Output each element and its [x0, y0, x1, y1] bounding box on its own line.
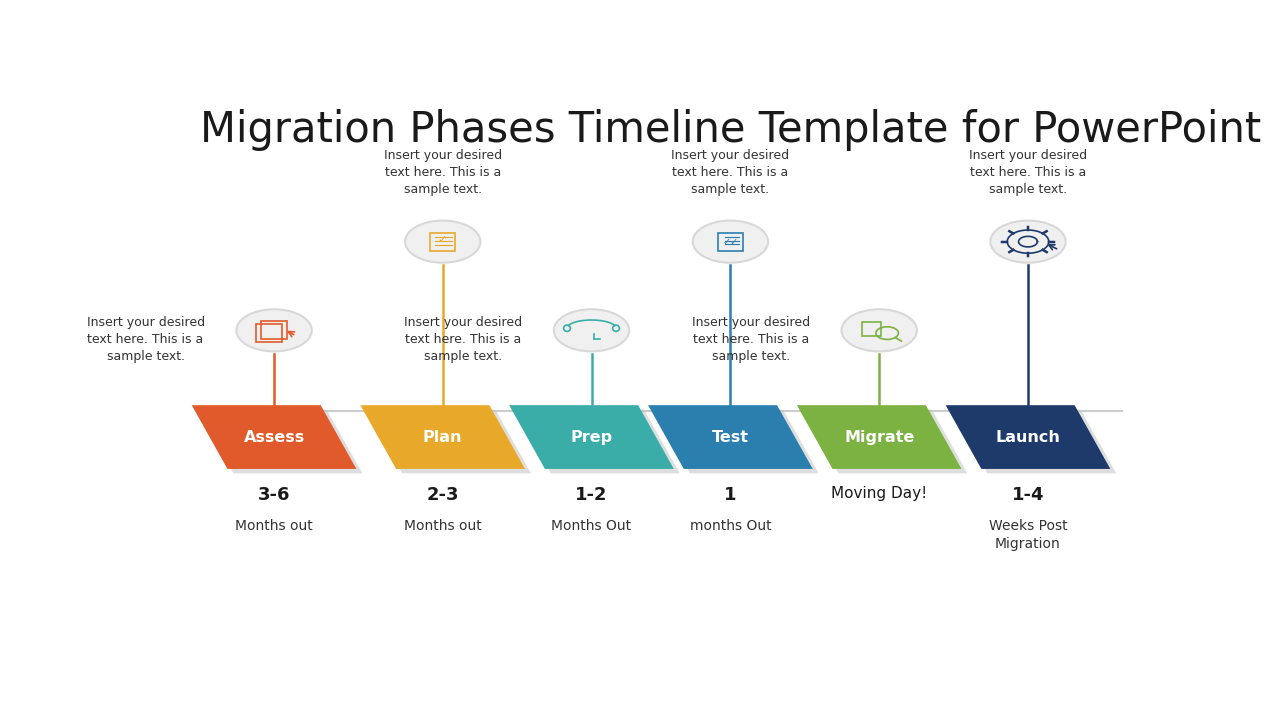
Polygon shape [654, 410, 819, 473]
Text: ✓: ✓ [438, 235, 447, 245]
Text: Months out: Months out [236, 519, 312, 533]
Circle shape [991, 220, 1066, 263]
Text: 1: 1 [724, 485, 737, 503]
Text: Insert your desired
text here. This is a
sample text.: Insert your desired text here. This is a… [87, 317, 205, 364]
Circle shape [841, 310, 916, 351]
Polygon shape [951, 410, 1116, 473]
Text: Weeks Post
Migration: Weeks Post Migration [988, 519, 1068, 552]
Text: ✓✓: ✓✓ [722, 237, 739, 247]
Polygon shape [197, 410, 362, 473]
Text: 3-6: 3-6 [257, 485, 291, 503]
Text: Months Out: Months Out [552, 519, 631, 533]
Polygon shape [946, 405, 1110, 469]
Text: Test: Test [712, 430, 749, 444]
Text: Months out: Months out [404, 519, 481, 533]
Polygon shape [361, 405, 525, 469]
Text: Prep: Prep [571, 430, 613, 444]
Text: Insert your desired
text here. This is a
sample text.: Insert your desired text here. This is a… [404, 317, 522, 364]
Circle shape [237, 310, 312, 351]
Polygon shape [797, 405, 961, 469]
Circle shape [692, 220, 768, 263]
Polygon shape [515, 410, 680, 473]
Text: Moving Day!: Moving Day! [831, 485, 927, 500]
Text: Insert your desired
text here. This is a
sample text.: Insert your desired text here. This is a… [384, 148, 502, 196]
Text: Assess: Assess [243, 430, 305, 444]
Polygon shape [803, 410, 968, 473]
Polygon shape [192, 405, 356, 469]
Text: Migrate: Migrate [844, 430, 914, 444]
Text: Insert your desired
text here. This is a
sample text.: Insert your desired text here. This is a… [969, 148, 1087, 196]
Text: Launch: Launch [996, 430, 1060, 444]
Text: Insert your desired
text here. This is a
sample text.: Insert your desired text here. This is a… [691, 317, 810, 364]
Circle shape [554, 310, 630, 351]
Text: 1-4: 1-4 [1011, 485, 1044, 503]
Polygon shape [509, 405, 673, 469]
Text: Plan: Plan [422, 430, 462, 444]
Polygon shape [366, 410, 531, 473]
Text: Migration Phases Timeline Template for PowerPoint: Migration Phases Timeline Template for P… [200, 109, 1261, 150]
Text: months Out: months Out [690, 519, 772, 533]
Polygon shape [648, 405, 813, 469]
Circle shape [404, 220, 480, 263]
Text: Insert your desired
text here. This is a
sample text.: Insert your desired text here. This is a… [671, 148, 790, 196]
Text: 2-3: 2-3 [426, 485, 460, 503]
Text: 1-2: 1-2 [575, 485, 608, 503]
